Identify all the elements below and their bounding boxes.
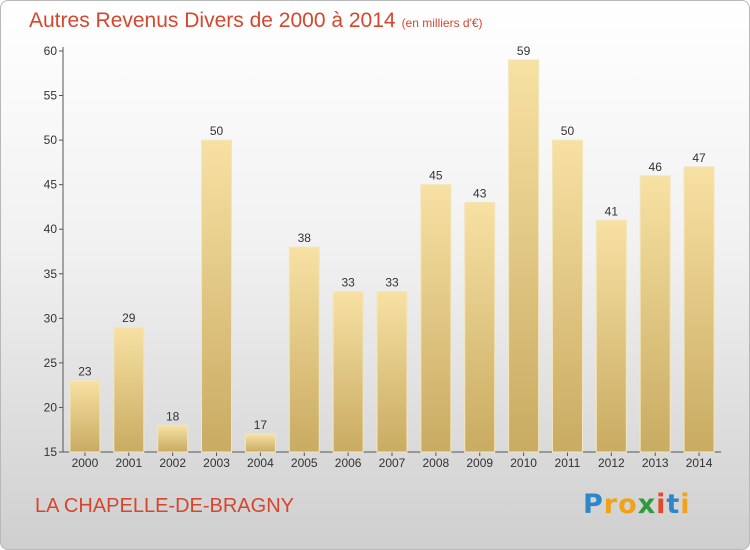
x-tick-label: 2012: [598, 456, 625, 470]
chart-title-text: Autres Revenus Divers de 2000 à 2014: [29, 9, 396, 32]
data-label-2014: 47: [692, 151, 706, 165]
bar-2001: [113, 326, 145, 453]
bar-2014: [683, 166, 715, 453]
chart-subtitle: (en milliers d'€): [401, 16, 483, 30]
y-tick-label: 50: [44, 133, 58, 147]
x-tick-label: 2009: [466, 456, 493, 470]
data-label-2000: 23: [78, 365, 92, 379]
bar-2003: [201, 139, 233, 453]
y-tick-label: 30: [44, 311, 58, 325]
x-tick-label: 2013: [642, 456, 669, 470]
commune-name: LA CHAPELLE-DE-BRAGNY: [35, 495, 294, 517]
bar-2013: [639, 175, 671, 453]
x-tick-label: 2014: [686, 456, 713, 470]
logo-letter: o: [618, 489, 638, 520]
x-tick-label: 2007: [379, 456, 406, 470]
bar-2006: [332, 291, 364, 453]
data-label-2010: 59: [517, 44, 531, 58]
data-label-2004: 17: [254, 418, 268, 432]
bar-2008: [420, 184, 452, 453]
logo-letter: i: [680, 489, 691, 520]
y-tick-label: 60: [44, 44, 58, 58]
bar-2002: [157, 424, 189, 453]
data-label-2001: 29: [122, 311, 136, 325]
bar-2010: [508, 59, 540, 453]
chart-title: Autres Revenus Divers de 2000 à 2014 (en …: [29, 9, 483, 33]
y-tick-label: 15: [44, 445, 58, 459]
logo-letter: t: [666, 489, 681, 520]
bar-2000: [69, 380, 101, 453]
data-label-2011: 50: [561, 124, 575, 138]
logo-letter: r: [603, 489, 619, 520]
y-tick-label: 35: [44, 267, 58, 281]
x-tick-label: 2010: [510, 456, 537, 470]
x-tick-label: 2001: [115, 456, 142, 470]
data-label-2009: 43: [473, 186, 487, 200]
bar-2009: [464, 201, 496, 453]
data-label-2005: 38: [298, 231, 312, 245]
x-tick-label: 2003: [203, 456, 230, 470]
data-label-2013: 46: [649, 160, 663, 174]
bar-2004: [244, 433, 276, 453]
x-tick-label: 2000: [72, 456, 99, 470]
logo-letter: x: [637, 489, 657, 520]
data-labels: 23 29 18 50 17 38 33 33 45 43 59 50 41 46 47: [78, 44, 706, 432]
x-tick-label: 2006: [335, 456, 362, 470]
y-tick-label: 40: [44, 222, 58, 236]
bar-2012: [595, 219, 627, 453]
data-label-2012: 41: [605, 204, 619, 218]
x-tick-label: 2011: [555, 456, 581, 470]
bars: [69, 59, 715, 453]
data-label-2006: 33: [341, 276, 355, 290]
y-tick-label: 55: [44, 89, 58, 103]
proxiti-logo: Proxiti: [583, 489, 691, 520]
data-label-2003: 50: [210, 124, 224, 138]
y-tick-label: 45: [44, 178, 58, 192]
x-tick-label: 2008: [423, 456, 450, 470]
x-tick-label: 2004: [247, 456, 274, 470]
x-tick-label: 2002: [159, 456, 186, 470]
x-tick-label: 2005: [291, 456, 318, 470]
y-tick-label: 20: [44, 400, 58, 414]
logo-letter: P: [583, 489, 604, 520]
logo-letter: i: [656, 489, 667, 520]
bar-2011: [551, 139, 583, 453]
data-label-2007: 33: [385, 276, 399, 290]
bar-2007: [376, 291, 408, 453]
data-label-2008: 45: [429, 169, 443, 183]
data-label-2002: 18: [166, 409, 180, 423]
y-tick-label: 25: [44, 356, 58, 370]
bar-2005: [288, 246, 320, 453]
